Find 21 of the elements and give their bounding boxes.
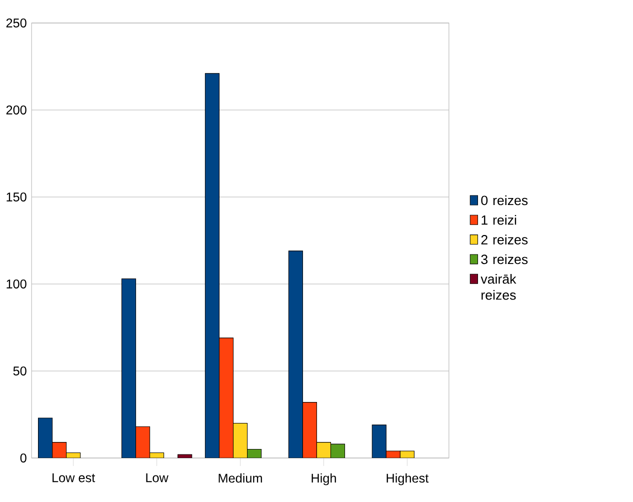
y-tick-label: 50 [13, 366, 26, 376]
y-tick-label: 0 [20, 454, 26, 462]
legend-label: 0 reizes [481, 195, 528, 206]
bar [52, 442, 67, 458]
legend-label: 1 reizi [482, 214, 516, 225]
x-tick-label: Low est [52, 473, 96, 482]
y-tick-label: 250 [6, 18, 26, 28]
y-tick-label: 150 [6, 192, 26, 202]
bar [218, 338, 234, 458]
x-tick-label: High [312, 473, 336, 486]
y-tick-label: 200 [6, 106, 26, 114]
legend-label: vairāk reizes [480, 274, 516, 300]
y-tick-label: 100 [6, 280, 26, 288]
bar [302, 402, 317, 458]
x-tick-label: Medium [218, 473, 262, 483]
legend-label: 3 reizes [481, 254, 528, 264]
x-tick-label: Highest [386, 473, 429, 486]
legend-label: 2 reizes [481, 234, 528, 244]
bar [136, 426, 150, 458]
bar [178, 454, 192, 458]
x-tick-label: Low [146, 473, 168, 482]
